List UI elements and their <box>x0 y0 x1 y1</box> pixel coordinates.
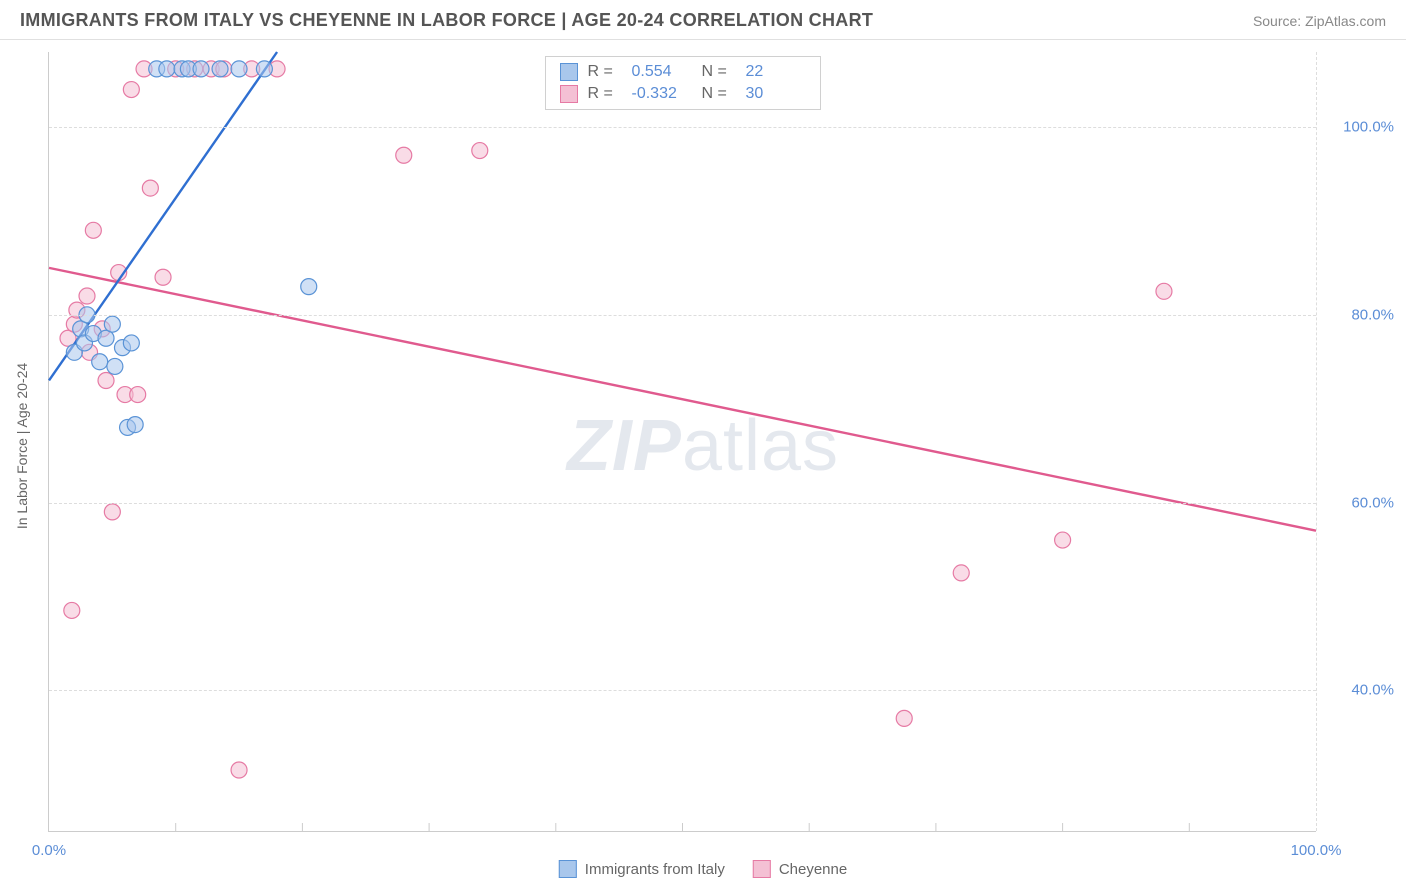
y-axis-label: In Labor Force | Age 20-24 <box>14 363 30 529</box>
legend-r-label: R = <box>588 63 622 81</box>
legend-swatch <box>560 63 578 81</box>
chart-title: IMMIGRANTS FROM ITALY VS CHEYENNE IN LAB… <box>20 10 873 31</box>
series-legend: Immigrants from Italy Cheyenne <box>559 860 847 878</box>
correlation-legend: R = 0.554 N = 22 R = -0.332 N = 30 <box>545 56 821 110</box>
header-bar: IMMIGRANTS FROM ITALY VS CHEYENNE IN LAB… <box>0 0 1406 40</box>
legend-n-value: 30 <box>746 85 806 103</box>
legend-item: Immigrants from Italy <box>559 860 725 878</box>
scatter-plot-svg <box>49 52 1316 831</box>
legend-item: Cheyenne <box>753 860 847 878</box>
gridline-v <box>1316 52 1317 831</box>
x-tick-label: 100.0% <box>1291 842 1342 859</box>
y-tick-label: 100.0% <box>1324 119 1394 136</box>
legend-swatch <box>753 860 771 878</box>
x-tick-label: 0.0% <box>32 842 66 859</box>
legend-swatch <box>560 85 578 103</box>
gridline-h <box>49 127 1316 128</box>
y-tick-label: 80.0% <box>1324 306 1394 323</box>
gridline-h <box>49 690 1316 691</box>
source-label: Source: ZipAtlas.com <box>1253 13 1386 29</box>
plot-area: R =0.554N =22R =-0.332N =30 40.0%60.0%80… <box>48 52 1316 832</box>
legend-n-value: 22 <box>746 63 806 81</box>
gridline-h <box>49 503 1316 504</box>
legend-n-label: N = <box>702 85 736 103</box>
gridline-h <box>49 315 1316 316</box>
legend-r-value: 0.554 <box>632 63 692 81</box>
legend-swatch <box>559 860 577 878</box>
legend-label: Immigrants from Italy <box>585 861 725 878</box>
y-tick-label: 40.0% <box>1324 682 1394 699</box>
legend-r-label: R = <box>588 85 622 103</box>
y-tick-label: 60.0% <box>1324 494 1394 511</box>
legend-n-label: N = <box>702 63 736 81</box>
legend-row: R = -0.332 N = 30 <box>560 83 806 105</box>
legend-label: Cheyenne <box>779 861 847 878</box>
legend-row: R = 0.554 N = 22 <box>560 61 806 83</box>
legend-r-value: -0.332 <box>632 85 692 103</box>
